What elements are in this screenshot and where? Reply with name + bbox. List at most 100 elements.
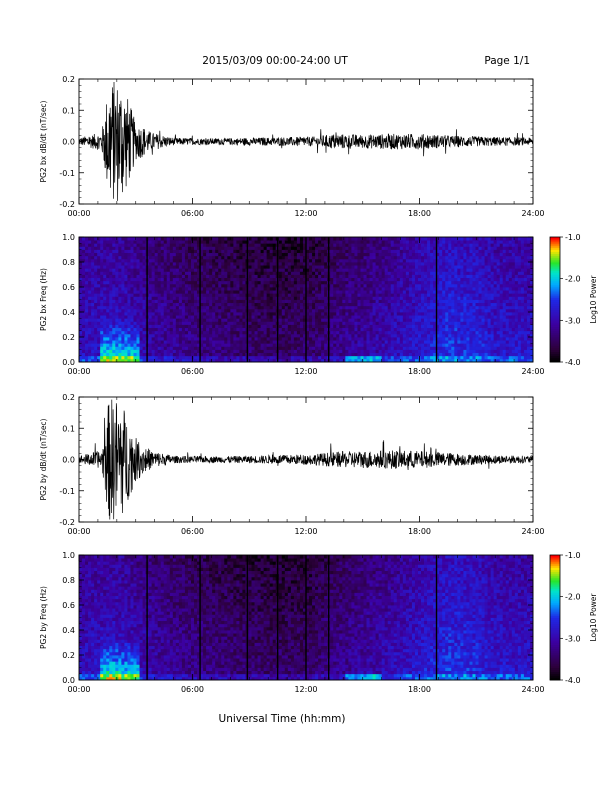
spectrogram-cell	[369, 262, 373, 266]
spectrogram-cell	[200, 246, 204, 250]
spectrogram-cell	[194, 346, 198, 350]
spectrogram-cell	[136, 302, 140, 307]
spectrogram-cell	[360, 262, 364, 266]
spectrogram-cell	[115, 274, 119, 279]
spectrogram-cell	[260, 283, 265, 288]
spectrogram-cell	[224, 274, 228, 279]
spectrogram-cell	[272, 274, 277, 279]
spectrogram-cell	[318, 340, 322, 344]
spectrogram-cell	[130, 283, 134, 288]
spectrogram-cell	[348, 318, 352, 322]
spectrogram-cell	[318, 262, 322, 266]
spectrogram-cell	[160, 315, 165, 319]
spectrogram-cell	[151, 255, 156, 260]
spectrogram-cell	[88, 305, 92, 310]
spectrogram-cell	[427, 333, 431, 338]
spectrogram-cell	[405, 255, 410, 260]
spectrogram-cell	[321, 258, 325, 263]
spectrogram-cell	[118, 271, 122, 275]
spectrogram-cell	[372, 265, 377, 269]
spectrogram-cell	[251, 287, 255, 291]
spectrogram-cell	[445, 274, 449, 279]
spectrogram-cell	[366, 315, 370, 319]
spectrogram-cell	[139, 243, 143, 247]
spectrogram-cell	[312, 308, 316, 313]
spectrogram-cell	[366, 343, 370, 347]
spectrogram-cell	[230, 315, 234, 319]
spectrogram-cell	[97, 271, 101, 275]
spectrogram-cell	[272, 283, 277, 288]
spectrogram-cell	[124, 333, 128, 338]
spectrogram-cell	[127, 283, 131, 288]
spectrogram-cell	[439, 346, 443, 350]
spectrogram-cell	[248, 346, 252, 350]
spectrogram-cell	[233, 355, 237, 360]
spectrogram-cell	[278, 327, 283, 332]
spectrogram-cell	[88, 265, 92, 269]
spectrogram-cell	[333, 274, 337, 279]
spectrogram-cell	[109, 252, 113, 257]
spectrogram-cell	[309, 308, 313, 313]
spectrogram-cell	[200, 349, 204, 354]
spectrogram-cell	[414, 355, 419, 360]
spectrogram-cell	[175, 240, 180, 244]
spectrogram-cell	[278, 271, 283, 275]
spectrogram-cell	[414, 330, 419, 335]
spectrogram-cell	[172, 258, 177, 263]
spectrogram-cell	[339, 271, 343, 275]
spectrogram-cell	[414, 290, 419, 294]
spectrogram-cell	[178, 305, 183, 310]
spectrogram-cell	[408, 302, 413, 307]
spectrogram-cell	[339, 268, 343, 272]
spectrogram-cell	[269, 358, 274, 363]
spectrogram-cell	[287, 240, 292, 244]
spectrogram-cell	[372, 355, 377, 360]
spectrogram-cell	[318, 258, 322, 263]
spectrogram-cell	[293, 271, 298, 275]
spectrogram-cell	[272, 280, 277, 285]
spectrogram-cell	[142, 293, 146, 297]
spectrogram-cell	[424, 333, 428, 338]
spectrogram-cell	[254, 299, 258, 304]
spectrogram-cell	[312, 358, 316, 363]
spectrogram-cell	[354, 293, 358, 297]
spectrogram-cell	[175, 258, 180, 263]
spectrogram-cell	[169, 246, 174, 250]
spectrogram-cell	[260, 324, 265, 329]
spectrogram-cell	[375, 349, 380, 354]
spectrogram-cell	[200, 274, 204, 279]
spectrogram-cell	[378, 355, 383, 360]
spectrogram-cell	[112, 280, 116, 285]
spectrogram-cell	[221, 237, 225, 241]
spectrogram-cell	[236, 305, 240, 310]
spectrogram-cell	[178, 246, 183, 250]
spectrogram-cell	[251, 265, 255, 269]
spectrogram-cell	[203, 358, 207, 363]
spectrogram-cell	[88, 252, 92, 257]
spectrogram-cell	[263, 252, 268, 257]
spectrogram-cell	[221, 355, 225, 360]
spectrogram-cell	[354, 274, 358, 279]
spectrogram-cell	[411, 330, 416, 335]
spectrogram-cell	[411, 262, 416, 266]
spectrogram-cell	[342, 305, 346, 310]
spectrogram-cell	[160, 333, 165, 338]
spectrogram-cell	[263, 327, 268, 332]
spectrogram-cell	[375, 293, 380, 297]
spectrogram-cell	[100, 287, 104, 291]
spectrogram-cell	[433, 352, 437, 357]
spectrogram-cell	[442, 321, 446, 325]
spectrogram-cell	[94, 321, 98, 325]
spectrogram-cell	[284, 330, 289, 335]
spectrogram-cell	[242, 315, 246, 319]
spectrogram-cell	[321, 305, 325, 310]
spectrogram-cell	[172, 302, 177, 307]
spectrogram-cell	[339, 240, 343, 244]
spectrogram-cell	[284, 299, 289, 304]
spectrogram-cell	[163, 268, 168, 272]
spectrogram-cell	[257, 327, 261, 332]
spectrogram-cell	[266, 252, 271, 257]
spectrogram-cell	[82, 258, 86, 263]
spectrogram-cell	[384, 277, 389, 282]
spectrogram-cell	[215, 340, 219, 344]
